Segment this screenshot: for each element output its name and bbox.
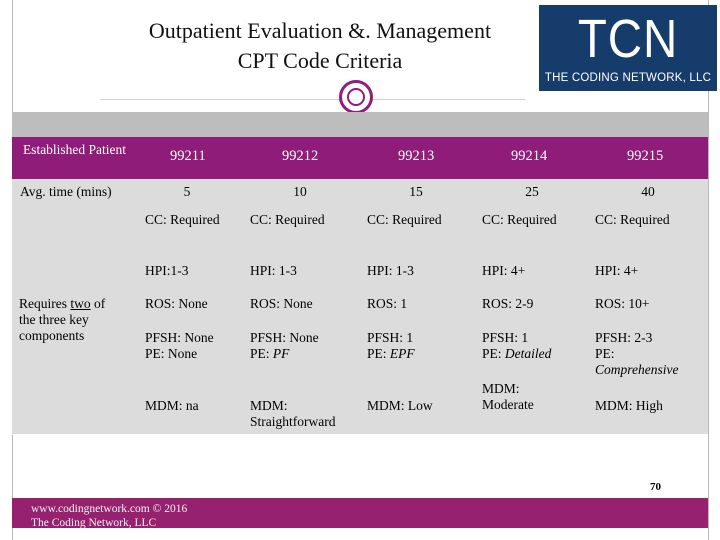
code-99214: 99214 xyxy=(511,148,548,164)
requires-components-label: Requires two of the three key components xyxy=(19,296,124,344)
cc-99213: CC: Required xyxy=(367,212,442,227)
ros-99213: ROS: 1 xyxy=(367,296,408,311)
ros-99212: ROS: None xyxy=(250,296,313,311)
title-divider xyxy=(100,99,525,100)
time-99211: 5 xyxy=(183,184,191,199)
components-label-suffix: of the three key components xyxy=(19,296,106,343)
pe-level-99212: PF xyxy=(272,346,290,361)
cc-99211: CC: Required xyxy=(145,212,220,227)
cpt-criteria-table: Established Patient 99211 99212 99213 99… xyxy=(12,137,708,435)
mdm-99212-line1: MDM: xyxy=(250,398,288,413)
mdm-99214-line2: Moderate xyxy=(482,397,534,412)
mdm-99214: MDM: Moderate xyxy=(482,381,534,413)
header-established-patient: Established Patient xyxy=(22,142,127,157)
code-99213: 99213 xyxy=(398,148,435,164)
pe-prefix-99211: PE: None xyxy=(145,346,198,361)
pfsh-pe-99211: PFSH: None PE: None xyxy=(145,330,214,362)
mdm-99211: MDM: na xyxy=(145,398,199,413)
hpi-99215: HPI: 4+ xyxy=(595,263,639,278)
pe-prefix-99214: PE: xyxy=(482,346,505,361)
pfsh-99214: PFSH: 1 xyxy=(482,330,529,345)
footer-line-2: The Coding Network, LLC xyxy=(31,517,157,529)
pe-99213: PE: EPF xyxy=(367,346,415,362)
code-99212: 99212 xyxy=(282,148,319,164)
hpi-99211: HPI:1-3 xyxy=(145,263,189,278)
page-number: 70 xyxy=(650,481,661,493)
code-99211: 99211 xyxy=(170,148,206,164)
cc-99212: CC: Required xyxy=(250,212,325,227)
pe-level-99215-text: Comprehensive xyxy=(595,362,679,377)
code-99215: 99215 xyxy=(627,148,664,164)
slide-title: Outpatient Evaluation &. Management CPT … xyxy=(100,16,540,76)
mdm-99212-line2: Straightforward xyxy=(250,414,336,429)
pfsh-99215: PFSH: 2-3 xyxy=(595,330,653,345)
avg-time-label: Avg. time (mins) xyxy=(20,184,112,199)
mdm-99214-line1: MDM: xyxy=(482,381,520,396)
pe-99214: PE: Detailed xyxy=(482,346,551,362)
pe-99215: PE: xyxy=(595,346,678,362)
mdm-99213: MDM: Low xyxy=(367,398,433,413)
hpi-99212: HPI: 1-3 xyxy=(250,263,297,278)
time-99212: 10 xyxy=(293,184,307,199)
ring-inner xyxy=(347,88,365,106)
pe-99212: PE: PF xyxy=(250,346,319,362)
components-label-emph: two xyxy=(70,296,91,311)
pe-level-99213: EPF xyxy=(389,346,415,361)
ros-99211: ROS: None xyxy=(145,296,208,311)
cc-99215: CC: Required xyxy=(595,212,670,227)
footer-band xyxy=(12,498,708,528)
pfsh-99213: PFSH: 1 xyxy=(367,330,414,345)
components-label-prefix: Requires xyxy=(19,296,71,311)
pfsh-pe-99213: PFSH: 1 PE: EPF xyxy=(367,330,415,362)
pfsh-pe-99215: PFSH: 2-3 PE: Comprehensive xyxy=(595,330,678,378)
pe-prefix-99213: PE: xyxy=(367,346,390,361)
footer-line-1: www.codingnetwork.com © 2016 xyxy=(31,503,188,515)
logo-mark: TCN xyxy=(577,9,679,69)
right-border-line xyxy=(708,0,709,540)
pfsh-pe-99214: PFSH: 1 PE: Detailed xyxy=(482,330,551,362)
grey-band xyxy=(12,112,708,137)
footer-text: www.codingnetwork.com © 2016 The Coding … xyxy=(31,502,187,530)
ring-ornament xyxy=(339,80,373,114)
mdm-99215: MDM: High xyxy=(595,398,663,413)
logo-subtitle: THE CODING NETWORK, LLC xyxy=(544,72,712,84)
ros-99215: ROS: 10+ xyxy=(595,296,650,311)
pe-level-99214: Detailed xyxy=(504,346,552,361)
time-99215: 40 xyxy=(641,184,655,199)
mdm-99212: MDM: Straightforward xyxy=(250,398,335,430)
tcn-logo: TCN THE CODING NETWORK, LLC xyxy=(539,5,717,91)
hpi-99214: HPI: 4+ xyxy=(482,263,526,278)
pe-99211: PE: None xyxy=(145,346,214,362)
title-line-2: CPT Code Criteria xyxy=(237,48,403,73)
time-99213: 15 xyxy=(409,184,423,199)
pfsh-pe-99212: PFSH: None PE: PF xyxy=(250,330,319,362)
pe-prefix-99215: PE: xyxy=(595,346,615,361)
table-header-row xyxy=(12,137,708,179)
pfsh-99212: PFSH: None xyxy=(250,330,319,345)
pe-prefix-99212: PE: xyxy=(250,346,273,361)
time-99214: 25 xyxy=(525,184,539,199)
pfsh-99211: PFSH: None xyxy=(145,330,214,345)
cc-99214: CC: Required xyxy=(482,212,557,227)
pe-level-99215: Comprehensive xyxy=(595,362,678,378)
title-line-1: Outpatient Evaluation &. Management xyxy=(148,18,492,43)
hpi-99213: HPI: 1-3 xyxy=(367,263,414,278)
ros-99214: ROS: 2-9 xyxy=(482,296,534,311)
